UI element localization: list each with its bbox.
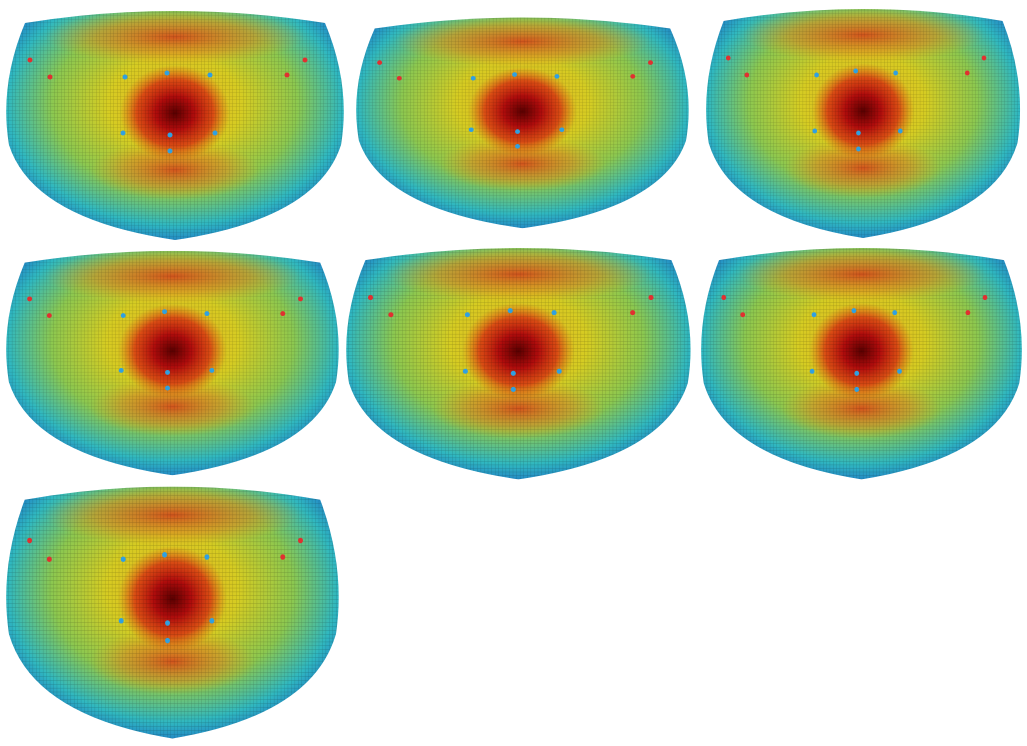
face-heatmap [0, 235, 350, 490]
face-heatmap [0, 469, 350, 746]
face-heatmap [696, 0, 1027, 253]
face-heatmap [345, 3, 700, 242]
face-heatmap [0, 0, 355, 255]
face-heatmap [691, 232, 1027, 495]
face-heatmap [335, 232, 702, 495]
